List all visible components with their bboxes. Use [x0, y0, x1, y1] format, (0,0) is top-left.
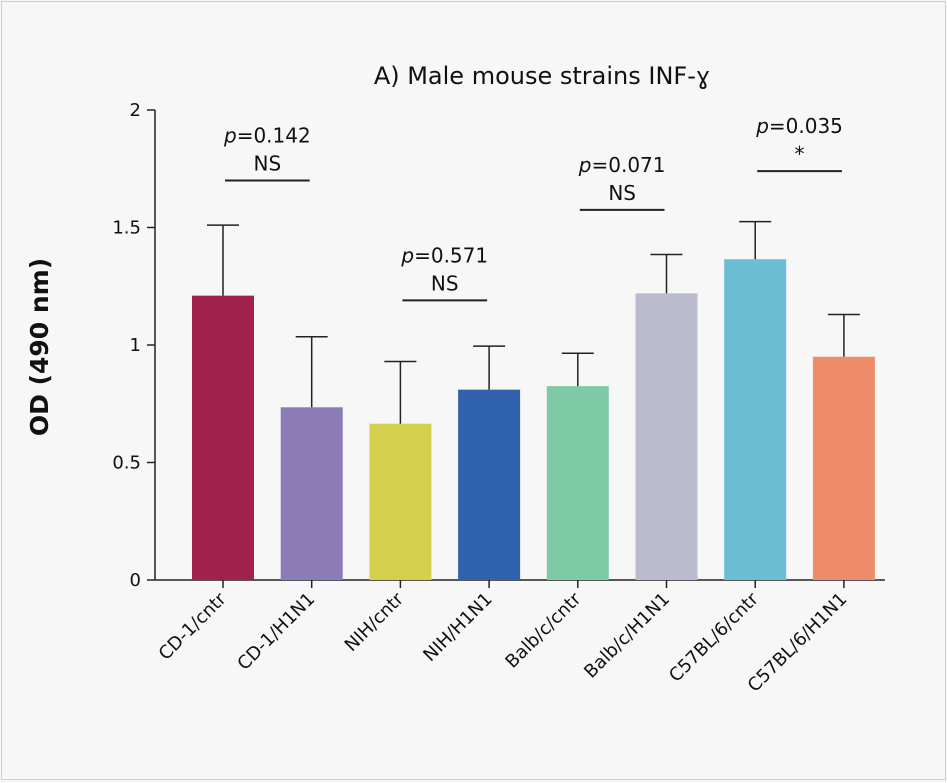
x-tick-label: NIH/H1N1	[419, 589, 496, 666]
y-tick-label: 0	[130, 570, 141, 591]
p-value-label: p=0.142	[223, 124, 311, 148]
bar	[546, 386, 609, 580]
bars	[192, 220, 875, 580]
p-value-label: p=0.035	[755, 114, 843, 138]
bar	[724, 259, 787, 580]
significance-label: NS	[254, 152, 282, 176]
significance-label: NS	[608, 181, 636, 205]
x-tick-label: CD-1/H1N1	[233, 589, 319, 675]
x-tick-label: Balb/c/cntr	[501, 588, 585, 672]
y-tick-label: 2	[130, 100, 141, 121]
y-tick-label: 0.5	[112, 453, 141, 474]
chart-title: A) Male mouse strains INF-ɣ	[374, 62, 710, 90]
bar	[369, 423, 432, 580]
y-axis-label: OD (490 nm)	[25, 258, 54, 436]
y-tick-label: 1.5	[112, 218, 141, 239]
x-tick-label: CD-1/cntr	[155, 588, 231, 664]
annotations: p=0.142 NS p=0.571 NS p=0.071 NS p=0.035 *	[223, 114, 843, 302]
bar	[635, 293, 698, 580]
y-tick-label: 1	[130, 335, 141, 356]
x-tick-label: Balb/c/H1N1	[580, 589, 674, 683]
significance-label: NS	[431, 271, 459, 295]
p-value-label: p=0.571	[400, 243, 488, 267]
bar	[458, 389, 521, 580]
significance-label: *	[795, 142, 805, 166]
p-value-label: p=0.071	[578, 153, 666, 177]
x-tick-label: C57BL/6/cntr	[665, 588, 763, 686]
bar	[812, 356, 875, 580]
x-tick-label: NIH/cntr	[341, 588, 409, 656]
bar	[192, 295, 254, 580]
bar	[280, 407, 343, 580]
